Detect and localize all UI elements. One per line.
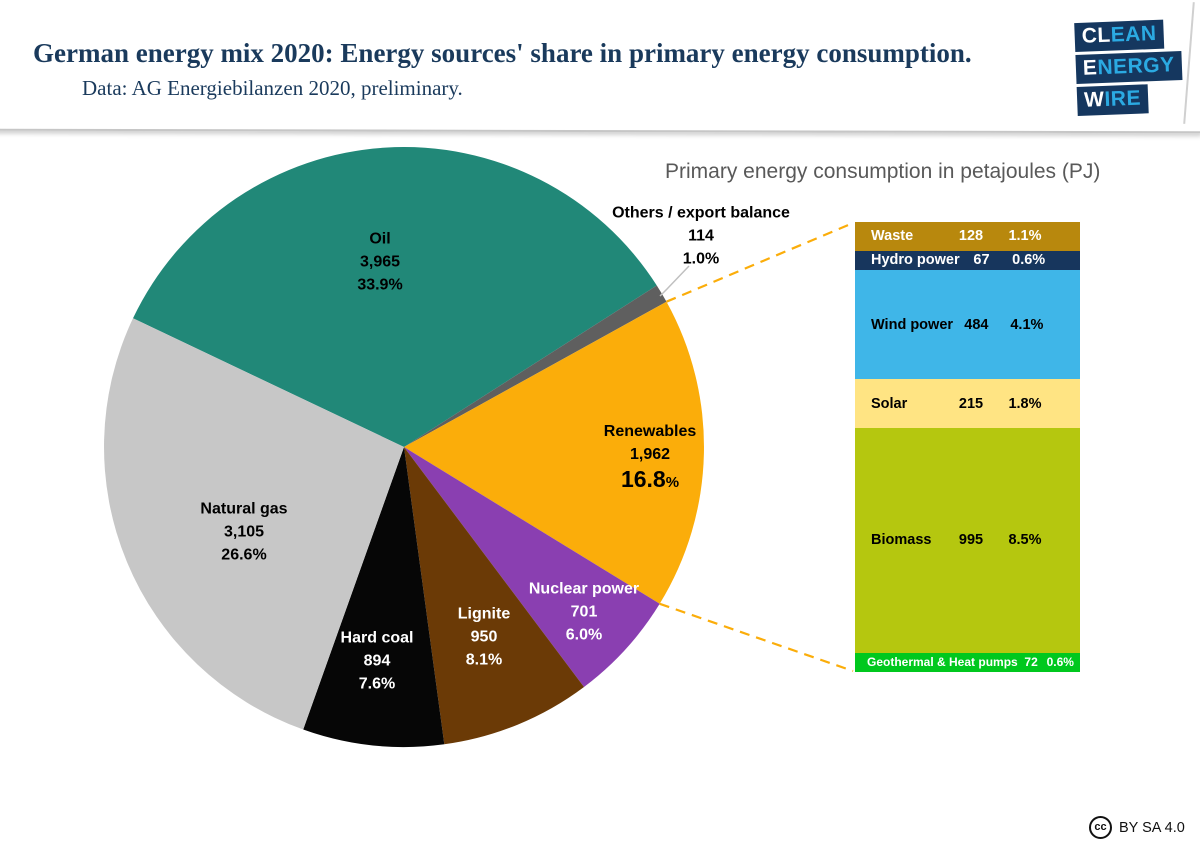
pie-label-oil: Oil 3,965 33.9% xyxy=(357,230,403,294)
others-leader-line xyxy=(659,265,690,297)
pie-label-natural_gas: Natural gas 3,105 26.6% xyxy=(200,500,288,564)
pie-label-others: Others / export balance 114 1.0% xyxy=(612,204,790,268)
pie-slice-others xyxy=(404,285,667,447)
bar-segment-waste: Waste 128 1.1% xyxy=(855,222,1080,251)
cc-icon: cc xyxy=(1089,816,1112,839)
data-source-subtitle: Data: AG Energiebilanzen 2020, prelimina… xyxy=(82,76,463,100)
license-text: BY SA 4.0 xyxy=(1119,819,1185,836)
connector-bottom-dashed-line xyxy=(659,602,854,673)
pie-label-lignite: Lignite 950 8.1% xyxy=(457,605,511,669)
breakdown-caption: Primary energy consumption in petajoules… xyxy=(665,160,1101,183)
bar-segment-wind: Wind power 484 4.1% xyxy=(855,269,1080,380)
pie-slice-oil xyxy=(133,147,657,447)
logo-line-wire: WIRE xyxy=(1076,84,1149,116)
pie-label-nuclear: Nuclear power 701 6.0% xyxy=(528,580,640,644)
pie-label-hard_coal: Hard coal 894 7.6% xyxy=(340,629,414,693)
license-badge: cc BY SA 4.0 xyxy=(1089,816,1185,839)
pie-label-renewables: Renewables 1,962 16.8% xyxy=(603,423,697,492)
pie-slice-lignite xyxy=(404,447,584,745)
pie-slice-natural_gas xyxy=(104,318,404,730)
bar-segment-hydro: Hydro power 67 0.6% xyxy=(855,250,1080,270)
logo-line-energy: ENERGY xyxy=(1075,50,1183,85)
pie-slice-nuclear xyxy=(404,447,660,687)
bar-segment-geothermal: Geothermal & Heat pumps 72 0.6% xyxy=(855,652,1080,672)
page-title: German energy mix 2020: Energy sources' … xyxy=(33,38,972,68)
renewables-breakdown-bar: Waste 128 1.1% Hydro power 67 0.6% Wind power 4… xyxy=(855,222,1080,672)
clean-energy-wire-logo: CLEAN ENERGY WIRE xyxy=(1074,19,1183,119)
pie-slice-hard_coal xyxy=(303,447,445,747)
logo-line-clean: CLEAN xyxy=(1074,19,1165,53)
bar-segment-solar: Solar 215 1.8% xyxy=(855,379,1080,428)
pie-slice-renewables xyxy=(404,301,704,604)
bar-segment-biomass: Biomass 995 8.5% xyxy=(855,427,1080,653)
